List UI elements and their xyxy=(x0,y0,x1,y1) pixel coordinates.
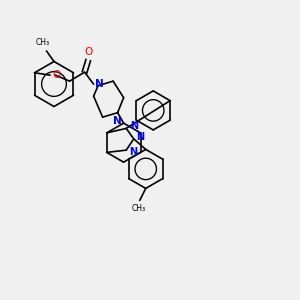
Text: CH₃: CH₃ xyxy=(35,38,50,47)
Text: N: N xyxy=(136,132,144,142)
Text: N: N xyxy=(129,147,137,158)
Text: CH₃: CH₃ xyxy=(131,204,145,213)
Text: N: N xyxy=(113,116,122,126)
Text: N: N xyxy=(130,122,138,131)
Text: O: O xyxy=(84,47,92,57)
Text: N: N xyxy=(95,79,104,89)
Text: O: O xyxy=(52,70,61,80)
